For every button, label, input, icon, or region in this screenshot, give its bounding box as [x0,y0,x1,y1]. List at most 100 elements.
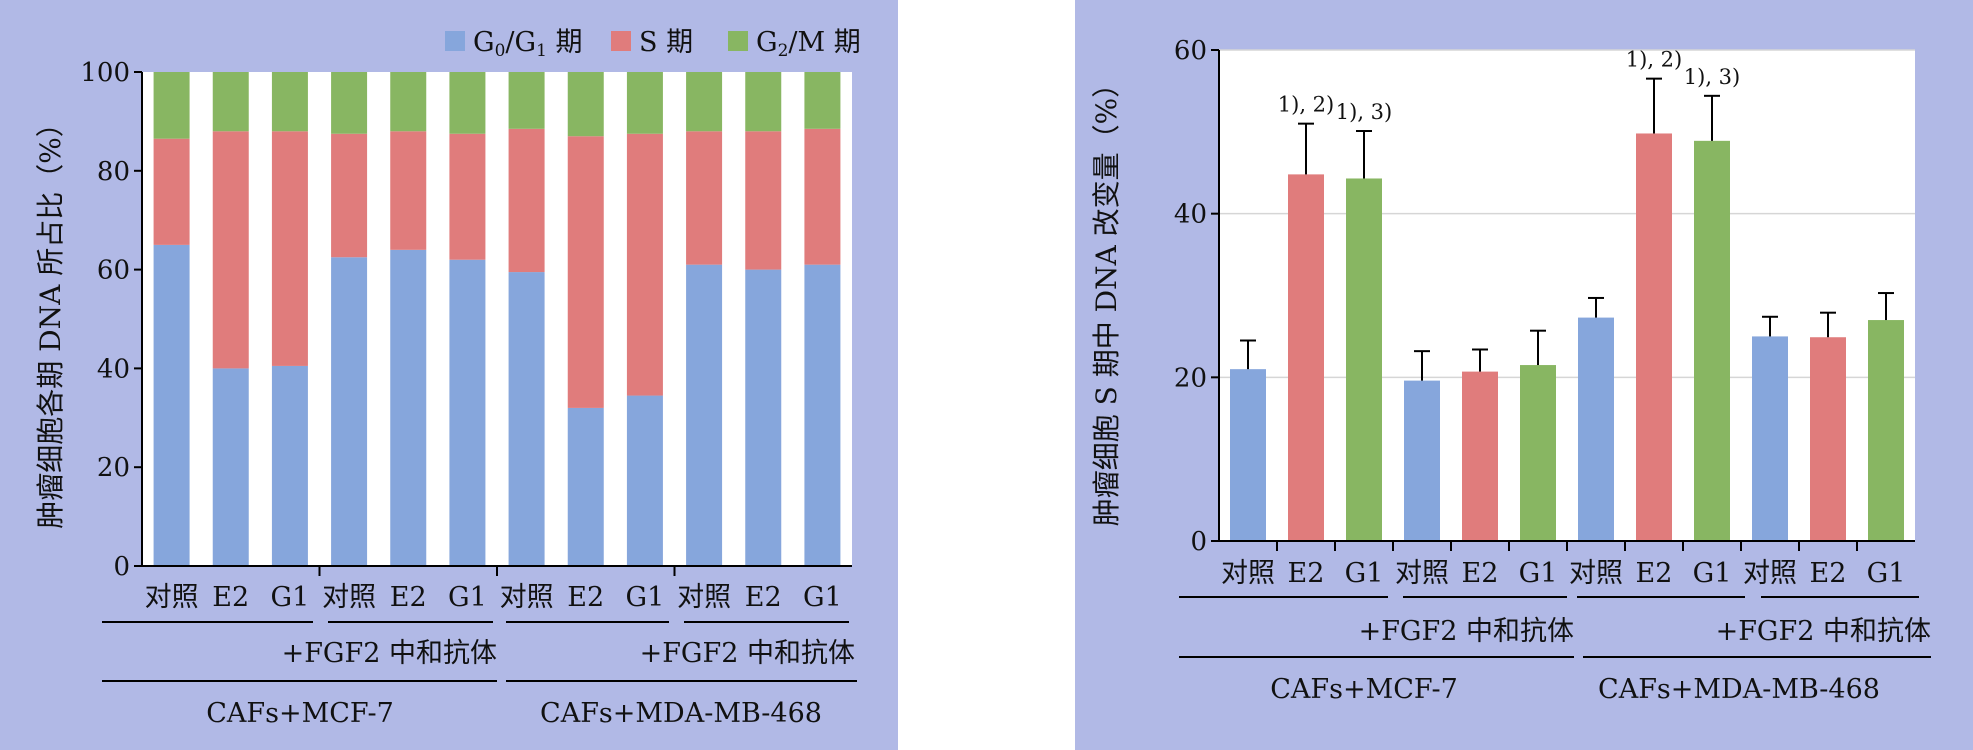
bar-segment-g0g1 [449,259,486,566]
bar-segment-s [212,131,249,369]
x-tick-label: E2 [1462,558,1499,589]
y-tick-label: 80 [97,157,130,187]
significance-annotation: 1), 2) [1278,93,1334,117]
bar-segment-g2m [804,72,841,129]
plot-area [142,72,852,566]
x-tick-label: G1 [448,582,487,613]
antibody-group-label: +FGF2 中和抗体 [282,638,497,669]
bar-segment-g2m [271,72,308,132]
x-tick-label: 对照 [500,582,554,613]
x-tick-label: E2 [212,582,249,613]
x-tick-label: 对照 [322,582,376,613]
cell-line-label: CAFs+MCF-7 [206,698,394,729]
bar-segment-g0g1 [686,264,723,566]
antibody-group-label: +FGF2 中和抗体 [1716,616,1931,647]
bar-segment-g0g1 [508,272,545,566]
bar-segment-g0g1 [626,395,663,566]
x-tick-label: G1 [1867,558,1906,589]
y-tick-label: 0 [113,552,130,582]
x-tick-label: 对照 [677,582,731,613]
bar-segment-g0g1 [390,249,427,566]
x-tick-label: G1 [626,582,665,613]
bar [1346,178,1382,541]
x-tick-label: 对照 [1569,558,1623,589]
x-tick-label: E2 [1810,558,1847,589]
antibody-group-label: +FGF2 中和抗体 [1359,616,1574,647]
legend-swatch-s [611,31,631,51]
bar [1636,133,1672,541]
y-tick-label: 20 [97,453,130,483]
bar-segment-g0g1 [212,368,249,566]
bar [1230,369,1266,541]
cell-line-label: CAFs+MDA-MB-468 [1598,674,1880,705]
stacked-bar-chart: 0 20 40 60 80 100 对照 E2 G1 对照 E2 G1 对照 E2 G1 对照 E2 G1 +FGF… [34,27,861,729]
x-tick-label: E2 [745,582,782,613]
bar-segment-g2m [212,72,249,132]
y-tick-label: 60 [1174,36,1207,66]
bar-segment-g2m [745,72,782,132]
bar-segment-s [745,131,782,270]
significance-annotation: 1), 3) [1336,100,1392,124]
x-tick-label: 对照 [1743,558,1797,589]
bar-segment-g2m [449,72,486,134]
bar-segment-s [449,133,486,260]
bar-segment-g0g1 [567,407,604,566]
x-tick-label: G1 [803,582,842,613]
bar-segment-g0g1 [331,257,368,566]
x-tick-label: E2 [1288,558,1325,589]
bar [1868,320,1904,541]
bar-segment-s [331,133,368,258]
bar-segment-s [626,133,663,396]
bar-segment-s [686,131,723,265]
bar [1694,140,1730,541]
x-tick-label: 对照 [145,582,199,613]
y-tick-label: 0 [1190,527,1207,557]
bar-segment-s [153,138,190,245]
bar-segment-g2m [508,72,545,129]
bar-segment-g0g1 [745,269,782,566]
right-chart-panel: 1), 2) 1), 3) 1), 2) 1), 3) 0 20 40 60 对照 E2 G1 对照 E… [1075,0,1973,750]
bar-segment-g2m [567,72,604,137]
y-tick-label: 40 [1174,200,1207,230]
x-tick-label: G1 [1519,558,1558,589]
y-tick-label: 60 [97,256,130,286]
x-tick-label: G1 [1693,558,1732,589]
bar [1752,336,1788,541]
bar [1462,371,1498,541]
y-axis-label: 肿瘤细胞 S 期中 DNA 改变量（%） [1090,70,1123,527]
cell-line-label: CAFs+MCF-7 [1270,674,1458,705]
bar-segment-g0g1 [153,244,190,566]
legend-swatch-g0g1 [445,31,465,51]
x-tick-label: E2 [390,582,427,613]
bar-segment-g2m [686,72,723,132]
x-tick-label: 对照 [1395,558,1449,589]
bar-segment-s [508,128,545,273]
bar-segment-g0g1 [804,264,841,566]
significance-annotation: 1), 2) [1626,48,1682,72]
bar-segment-g2m [153,72,190,139]
bar [1578,317,1614,541]
x-tick-label: E2 [567,582,604,613]
bar-segment-g2m [626,72,663,134]
bar [1810,337,1846,541]
bar-segment-g2m [390,72,427,132]
significance-annotation: 1), 3) [1684,65,1740,89]
bar [1404,380,1440,541]
legend-label-g0g1: G0/G1 期 [473,27,583,61]
y-tick-label: 100 [80,58,130,88]
plot-area [1219,50,1915,541]
bar [1520,365,1556,541]
antibody-group-label: +FGF2 中和抗体 [640,638,855,669]
legend-label-s: S 期 [639,27,693,58]
x-tick-label: G1 [1345,558,1384,589]
y-tick-label: 20 [1174,363,1207,393]
bar-segment-s [390,131,427,250]
bar-segment-s [567,136,604,408]
x-tick-label: E2 [1636,558,1673,589]
bar-segment-s [271,131,308,366]
bar [1288,174,1324,542]
bar-segment-g0g1 [271,365,308,566]
x-tick-label: G1 [271,582,310,613]
y-tick-label: 40 [97,354,130,384]
